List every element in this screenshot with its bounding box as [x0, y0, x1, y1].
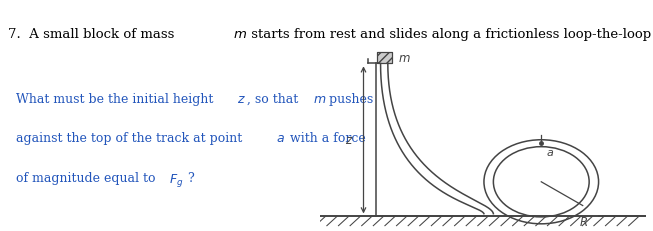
Text: with a force: with a force [286, 132, 366, 145]
Text: $a$: $a$ [276, 132, 285, 145]
Text: What must be the initial height: What must be the initial height [16, 92, 217, 105]
Text: $R$: $R$ [579, 215, 588, 228]
Text: $m$: $m$ [233, 28, 247, 41]
Text: $z$: $z$ [237, 92, 246, 105]
Text: pushes: pushes [325, 92, 373, 105]
Text: $m$: $m$ [398, 52, 410, 65]
Text: of magnitude equal to: of magnitude equal to [16, 171, 160, 184]
FancyBboxPatch shape [377, 53, 392, 64]
Text: against the top of the track at point: against the top of the track at point [16, 132, 247, 145]
Text: 7.  A small block of mass: 7. A small block of mass [8, 28, 178, 41]
Text: , so that: , so that [247, 92, 302, 105]
Text: $m$: $m$ [313, 92, 326, 105]
Text: $a$: $a$ [546, 148, 554, 158]
Text: ?: ? [187, 171, 194, 184]
Text: $z$: $z$ [345, 134, 353, 147]
Text: $F_g$: $F_g$ [169, 171, 183, 188]
Text: starts from rest and slides along a frictionless loop-the-loop as shown in the f: starts from rest and slides along a fric… [247, 28, 653, 41]
